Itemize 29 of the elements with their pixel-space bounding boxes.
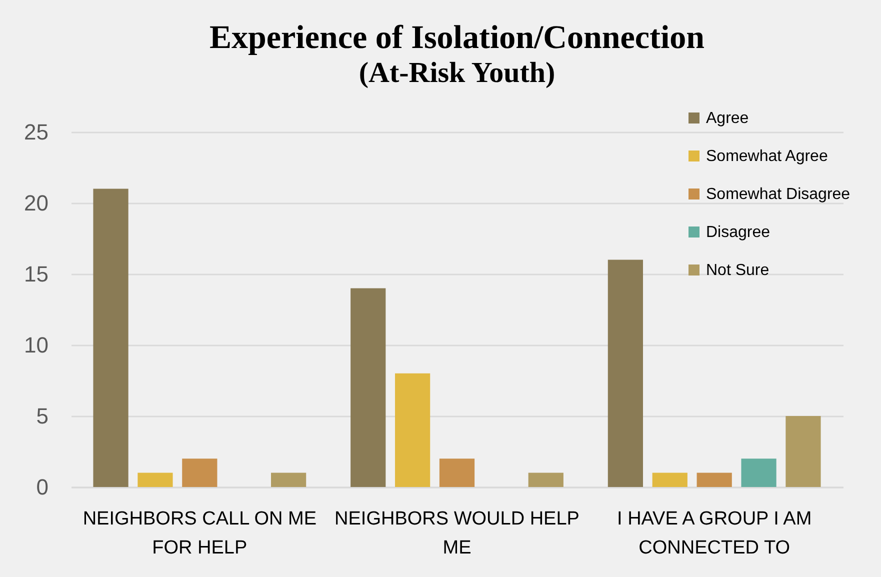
legend-label: Somewhat Agree — [706, 148, 828, 165]
y-tick-label: 20 — [24, 190, 48, 216]
bar — [271, 472, 306, 487]
legend-label: Somewhat Disagree — [706, 186, 850, 203]
x-tick-label: I HAVE A GROUP I AM CONNECTED TO — [617, 508, 812, 558]
bar — [395, 373, 430, 487]
bar — [138, 472, 173, 487]
y-tick-label: 0 — [36, 474, 48, 500]
chart-title: Experience of Isolation/Connection — [210, 20, 704, 56]
y-tick-label: 5 — [36, 404, 48, 428]
bar — [350, 288, 386, 487]
x-tick-label: NEIGHBORS WOULD HELP ME — [334, 508, 580, 558]
y-tick-label: 10 — [24, 332, 48, 358]
y-tick-label: 25 — [24, 120, 48, 144]
bar — [182, 458, 218, 487]
chart-subtitle: (At-Risk Youth) — [358, 57, 556, 89]
bar — [696, 472, 732, 487]
x-tick-label: NEIGHBORS CALL ON ME FOR HELP — [82, 508, 317, 558]
bar — [439, 458, 475, 487]
legend-label: Disagree — [706, 224, 770, 241]
legend-label: Not Sure — [706, 262, 770, 279]
bar — [93, 188, 128, 487]
legend-label: Agree — [706, 110, 749, 127]
bar — [608, 260, 643, 487]
bar — [786, 416, 821, 487]
bar — [652, 472, 688, 487]
bar — [741, 458, 776, 487]
y-tick-label: 15 — [24, 262, 48, 286]
bar — [528, 472, 564, 487]
